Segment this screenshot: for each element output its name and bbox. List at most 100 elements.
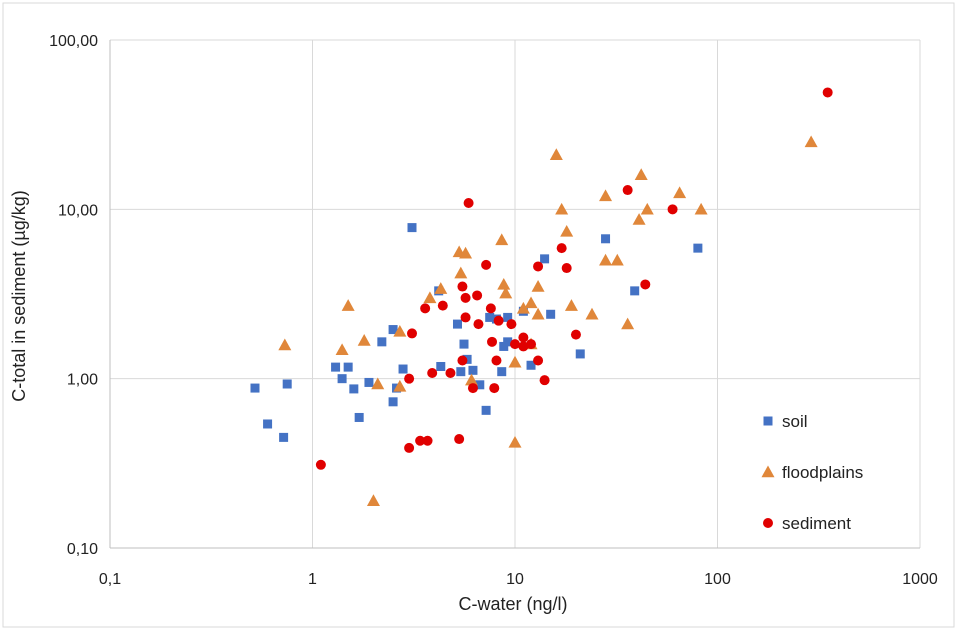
floodplains-point bbox=[599, 253, 613, 266]
legend: soil floodplains sediment bbox=[761, 412, 863, 533]
soil-point bbox=[250, 383, 260, 393]
sediment-point bbox=[454, 434, 465, 445]
soil-point bbox=[497, 367, 507, 377]
soil-point bbox=[503, 312, 513, 322]
sediment-point bbox=[533, 261, 544, 272]
soil-point bbox=[407, 223, 417, 233]
sediment-point bbox=[526, 339, 537, 350]
floodplains-point bbox=[495, 233, 509, 246]
floodplains-point bbox=[610, 253, 624, 266]
floodplains-point bbox=[640, 202, 654, 215]
soil-point bbox=[503, 337, 513, 347]
sediment-point bbox=[457, 281, 468, 292]
sediment-point bbox=[445, 368, 456, 379]
soil-point bbox=[263, 419, 273, 429]
axes bbox=[109, 40, 920, 549]
y-tick-label: 100,00 bbox=[49, 33, 98, 50]
floodplains-point bbox=[508, 435, 522, 448]
data-points bbox=[250, 87, 833, 506]
sediment-point bbox=[460, 312, 471, 323]
floodplains-point bbox=[599, 189, 613, 202]
x-tick-label: 0,1 bbox=[99, 571, 121, 588]
soil-point bbox=[331, 362, 341, 372]
sediment-point bbox=[493, 315, 504, 326]
sediment-point bbox=[485, 303, 496, 314]
y-tick-label: 10,00 bbox=[58, 202, 98, 219]
floodplains-point bbox=[585, 307, 599, 320]
floodplains-point bbox=[694, 202, 708, 215]
soil-point bbox=[337, 374, 347, 384]
sediment-point bbox=[460, 292, 471, 303]
floodplains-point bbox=[508, 355, 522, 368]
x-axis-title: C-water (ng/l) bbox=[458, 594, 567, 614]
soil-point bbox=[349, 384, 359, 394]
legend-floodplains-label: floodplains bbox=[782, 463, 863, 482]
x-tick-label: 1000 bbox=[902, 571, 938, 588]
soil-point bbox=[540, 254, 550, 264]
soil-point bbox=[468, 365, 478, 375]
sediment-point bbox=[404, 373, 415, 384]
legend-soil-marker bbox=[763, 416, 773, 426]
floodplains-point bbox=[516, 301, 530, 314]
floodplains-point bbox=[454, 266, 468, 279]
soil-point bbox=[436, 361, 446, 371]
series-sediment bbox=[315, 87, 833, 470]
sediment-point bbox=[640, 279, 651, 290]
soil-point bbox=[388, 397, 398, 407]
sediment-point bbox=[561, 263, 572, 274]
floodplains-point bbox=[357, 334, 371, 346]
soil-point bbox=[526, 360, 536, 370]
floodplains-point bbox=[499, 286, 513, 299]
sediment-point bbox=[415, 435, 426, 446]
legend-soil-label: soil bbox=[782, 412, 808, 431]
floodplains-point bbox=[531, 280, 545, 292]
legend-sediment-label: sediment bbox=[782, 514, 851, 533]
soil-point bbox=[364, 377, 374, 387]
sediment-point bbox=[420, 303, 431, 314]
sediment-point bbox=[472, 290, 483, 301]
soil-point bbox=[485, 312, 495, 322]
legend-floodplains-marker bbox=[761, 465, 775, 478]
sediment-point bbox=[491, 355, 502, 366]
sediment-point bbox=[667, 204, 678, 215]
soil-point bbox=[693, 243, 703, 253]
floodplains-point bbox=[423, 291, 437, 304]
floodplains-point bbox=[393, 379, 407, 392]
sediment-point bbox=[533, 355, 544, 366]
sediment-point bbox=[518, 341, 529, 352]
sediment-point bbox=[404, 442, 415, 453]
sediment-point bbox=[467, 383, 478, 394]
soil-point bbox=[354, 412, 364, 422]
soil-point bbox=[282, 379, 292, 389]
floodplains-point bbox=[434, 282, 448, 294]
soil-point bbox=[630, 286, 640, 296]
y-tick-label: 1,00 bbox=[67, 372, 98, 389]
floodplains-point bbox=[549, 148, 563, 160]
floodplains-point bbox=[393, 324, 407, 337]
floodplains-point bbox=[560, 224, 574, 237]
floodplains-point bbox=[465, 373, 479, 386]
floodplains-point bbox=[366, 494, 380, 506]
floodplains-point bbox=[621, 317, 635, 330]
sediment-point bbox=[822, 87, 833, 98]
legend-sediment-marker bbox=[763, 518, 773, 528]
soil-point bbox=[481, 405, 491, 415]
floodplains-point bbox=[335, 343, 349, 356]
sediment-point bbox=[463, 197, 474, 208]
soil-point bbox=[452, 319, 462, 329]
floodplains-point bbox=[341, 299, 355, 311]
x-tick-label: 100 bbox=[704, 571, 731, 588]
sediment-point bbox=[539, 375, 550, 386]
floodplains-point bbox=[531, 307, 545, 320]
series-floodplains bbox=[278, 135, 818, 506]
soil-point bbox=[575, 349, 585, 359]
soil-point bbox=[279, 432, 289, 442]
soil-point bbox=[459, 339, 469, 349]
soil-point bbox=[601, 234, 611, 244]
sediment-point bbox=[437, 300, 448, 311]
floodplains-point bbox=[804, 135, 818, 148]
floodplains-point bbox=[555, 202, 569, 215]
y-tick-labels: 0,10 1,00 10,00 100,00 bbox=[49, 33, 98, 558]
